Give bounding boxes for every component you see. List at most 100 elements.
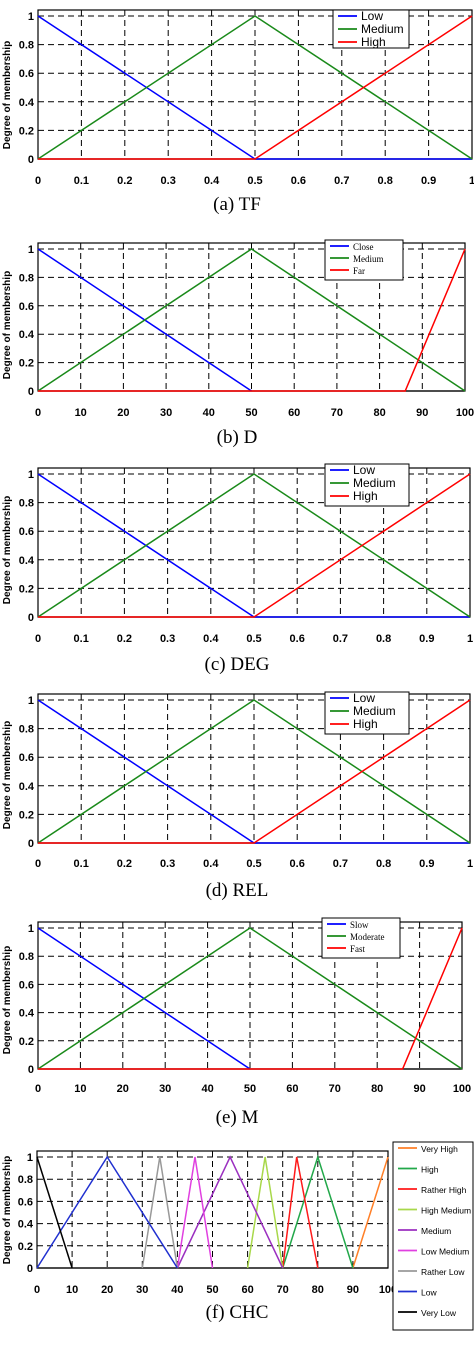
series-line-medium xyxy=(37,473,471,618)
y-axis-label: Degree of membership xyxy=(2,946,13,1054)
chart-caption: (f) CHC xyxy=(206,1302,269,1323)
x-tick-label: 0.9 xyxy=(421,175,436,187)
plot-frame xyxy=(36,1150,389,1269)
x-tick-label: 90 xyxy=(413,1083,425,1095)
x-tick-label: 10 xyxy=(75,407,87,419)
x-tick-label: 1 xyxy=(467,633,473,645)
legend-label: Medium xyxy=(353,254,384,264)
series-line-fast xyxy=(38,927,463,1070)
x-tick-label: 0.5 xyxy=(247,175,262,187)
y-tick-label: 0.4 xyxy=(19,97,35,109)
x-tick-label: 0 xyxy=(35,858,41,870)
x-tick-label: 0.7 xyxy=(333,633,348,645)
x-tick-label: 0.4 xyxy=(204,175,220,187)
y-tick-label: 0 xyxy=(27,1263,33,1275)
x-tick-label: 0.6 xyxy=(290,633,305,645)
chart-caption: (c) DEG xyxy=(205,654,270,675)
x-tick-label: 20 xyxy=(101,1284,113,1296)
x-tick-label: 0.2 xyxy=(117,858,132,870)
x-tick-label: 0.8 xyxy=(376,633,391,645)
y-tick-label: 0 xyxy=(28,154,34,166)
x-tick-label: 0.3 xyxy=(160,858,175,870)
x-tick-label: 40 xyxy=(171,1284,183,1296)
x-tick-label: 100 xyxy=(453,1083,471,1095)
legend-label: Low xyxy=(353,691,375,705)
x-tick-label: 0 xyxy=(35,633,41,645)
y-tick-label: 1 xyxy=(28,923,34,935)
y-tick-label: 0.2 xyxy=(19,125,34,137)
x-tick-label: 1 xyxy=(467,858,473,870)
y-tick-label: 0.4 xyxy=(18,1219,34,1231)
x-tick-label: 0.1 xyxy=(74,858,89,870)
x-tick-label: 30 xyxy=(159,1083,171,1095)
x-tick-label: 50 xyxy=(245,407,257,419)
legend-label: High Medium xyxy=(421,1206,471,1216)
y-tick-label: 0.2 xyxy=(19,583,34,595)
y-tick-label: 0.2 xyxy=(19,809,34,821)
x-tick-label: 0 xyxy=(34,1284,40,1296)
series-line-medium xyxy=(37,699,471,844)
y-tick-label: 0.8 xyxy=(19,724,34,736)
x-tick-label: 0.1 xyxy=(74,175,89,187)
legend-label: Fast xyxy=(350,944,366,954)
legend: Very High High Rather High High Medium Mediu… xyxy=(392,1141,474,1331)
legend-label: Low xyxy=(421,1288,437,1298)
x-tick-label: 0.5 xyxy=(246,858,261,870)
y-tick-label: 1 xyxy=(28,469,34,481)
y-tick-label: 0.4 xyxy=(19,329,35,341)
legend-label: Moderate xyxy=(350,932,384,942)
chart-caption: (a) TF xyxy=(213,194,261,215)
legend-label: Low xyxy=(353,463,375,477)
y-tick-label: 0.8 xyxy=(19,951,34,963)
x-tick-label: 0.8 xyxy=(376,858,391,870)
x-tick-label: 0 xyxy=(35,1083,41,1095)
y-tick-label: 0.4 xyxy=(19,781,35,793)
legend-label: Medium xyxy=(421,1226,451,1236)
chart-panel-2: 0 10 20 30 40 50 60 70 80 90 100 0 0.2 0.4 0.6 0.8 1 Degr… xyxy=(2,239,474,448)
x-tick-label: 40 xyxy=(203,407,215,419)
y-tick-label: 0 xyxy=(28,386,34,398)
y-tick-label: 0.4 xyxy=(19,555,35,567)
x-tick-label: 50 xyxy=(244,1083,256,1095)
x-tick-label: 0.1 xyxy=(74,633,89,645)
legend-label: Medium xyxy=(353,704,396,718)
series-line-rather-high xyxy=(281,1156,319,1269)
y-tick-label: 0.6 xyxy=(19,752,34,764)
y-axis-label: Degree of membership xyxy=(2,1156,13,1264)
legend-label: Rather Low xyxy=(421,1267,465,1277)
chart-panel-3: 0 0.1 0.2 0.3 0.4 0.5 0.6 0.7 0.8 0.9 1 0 0.2 0.4 0.6 0… xyxy=(2,463,473,675)
x-tick-label: 30 xyxy=(136,1284,148,1296)
x-tick-label: 60 xyxy=(286,1083,298,1095)
legend-label: Slow xyxy=(350,920,369,930)
legend-label: Very High xyxy=(421,1144,458,1154)
legend-label: Medium xyxy=(361,22,404,36)
series-line-very-low xyxy=(36,1156,73,1269)
series-line-moderate xyxy=(37,927,463,1070)
y-tick-label: 0.8 xyxy=(19,498,34,510)
y-tick-label: 1 xyxy=(28,695,34,707)
series-line-rather-low xyxy=(141,1156,179,1269)
legend-box xyxy=(392,1141,474,1331)
series-line-high-medium xyxy=(246,1156,284,1269)
x-tick-label: 0.2 xyxy=(117,633,132,645)
legend-label: Low xyxy=(361,9,383,23)
y-tick-label: 0.8 xyxy=(19,272,34,284)
y-tick-label: 0.6 xyxy=(19,68,34,80)
y-tick-label: 0.6 xyxy=(19,526,34,538)
y-tick-label: 0.4 xyxy=(19,1008,35,1020)
x-tick-label: 60 xyxy=(288,407,300,419)
x-tick-label: 0.6 xyxy=(290,858,305,870)
x-tick-label: 70 xyxy=(331,407,343,419)
x-tick-label: 20 xyxy=(117,407,129,419)
legend-box xyxy=(324,463,410,507)
chart-panel-5: 0 10 20 30 40 50 60 70 80 90 100 0 0.2 0.4 0.6 0.8 1 Degr… xyxy=(2,917,471,1128)
x-tick-label: 10 xyxy=(66,1284,78,1296)
x-tick-label: 90 xyxy=(416,407,428,419)
x-tick-label: 40 xyxy=(201,1083,213,1095)
legend-label: Close xyxy=(353,242,374,252)
legend-label: High xyxy=(353,489,378,503)
y-tick-label: 0.6 xyxy=(19,979,34,991)
